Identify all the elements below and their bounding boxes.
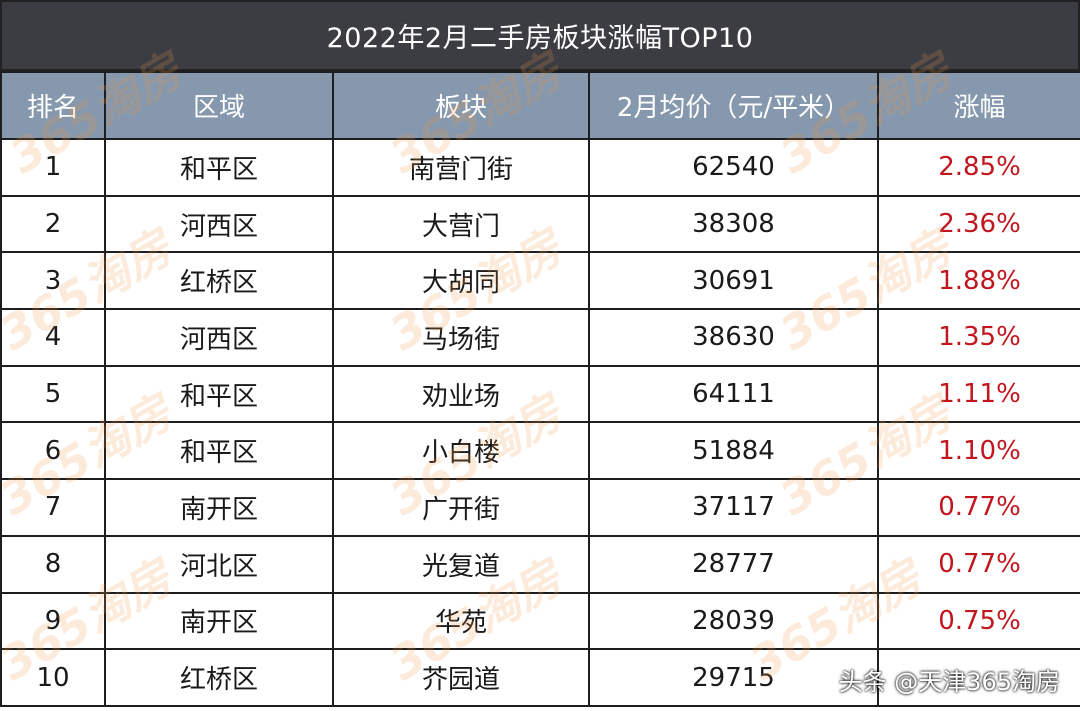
rank-cell: 2 [0, 194, 106, 254]
header-area: 板块 [332, 71, 590, 140]
district-cell: 红桥区 [104, 648, 334, 707]
change-cell: 0.77% [877, 534, 1080, 594]
rank-cell: 10 [0, 648, 106, 707]
price-cell: 29715 [588, 648, 879, 707]
rank-cell: 9 [0, 591, 106, 651]
header-row: 排名 区域 板块 2月均价（元/平米） 涨幅 [0, 71, 1080, 140]
price-cell: 38308 [588, 194, 879, 254]
price-cell: 28777 [588, 534, 879, 594]
area-cell: 小白楼 [332, 421, 590, 481]
price-cell: 64111 [588, 364, 879, 424]
area-cell: 广开街 [332, 478, 590, 537]
header-rank: 排名 [0, 71, 106, 140]
rank-cell: 3 [0, 251, 106, 311]
price-cell: 38630 [588, 308, 879, 367]
district-cell: 和平区 [104, 421, 334, 481]
change-cell: 2.85% [877, 138, 1080, 197]
source-credit: 头条 @天津365淘房 [838, 668, 1060, 696]
table-row: 7 南开区 广开街 37117 0.77% [0, 478, 1080, 537]
change-cell [877, 648, 1080, 707]
header-district: 区域 [104, 71, 334, 140]
table-row: 5 和平区 劝业场 64111 1.11% [0, 364, 1080, 424]
table-row: 1 和平区 南营门街 62540 2.85% [0, 138, 1080, 197]
rank-cell: 7 [0, 478, 106, 537]
header-change: 涨幅 [877, 71, 1080, 140]
rank-cell: 4 [0, 308, 106, 367]
district-cell: 和平区 [104, 138, 334, 197]
ranking-table: 排名 区域 板块 2月均价（元/平米） 涨幅 1 和平区 南营门街 62540 … [0, 71, 1080, 707]
area-cell: 南营门街 [332, 138, 590, 197]
price-cell: 30691 [588, 251, 879, 311]
change-cell: 0.77% [877, 478, 1080, 537]
price-cell: 51884 [588, 421, 879, 481]
area-cell: 马场街 [332, 308, 590, 367]
table-row: 2 河西区 大营门 38308 2.36% [0, 194, 1080, 254]
table-row: 6 和平区 小白楼 51884 1.10% [0, 421, 1080, 481]
change-cell: 1.35% [877, 308, 1080, 367]
change-cell: 0.75% [877, 591, 1080, 651]
district-cell: 南开区 [104, 478, 334, 537]
area-cell: 华苑 [332, 591, 590, 651]
district-cell: 河北区 [104, 534, 334, 594]
change-cell: 1.11% [877, 364, 1080, 424]
table-row: 9 南开区 华苑 28039 0.75% [0, 591, 1080, 651]
rank-cell: 8 [0, 534, 106, 594]
area-cell: 芥园道 [332, 648, 590, 707]
table-row: 4 河西区 马场街 38630 1.35% [0, 308, 1080, 367]
district-cell: 红桥区 [104, 251, 334, 311]
area-cell: 大胡同 [332, 251, 590, 311]
price-cell: 62540 [588, 138, 879, 197]
area-cell: 劝业场 [332, 364, 590, 424]
rank-cell: 6 [0, 421, 106, 481]
price-cell: 37117 [588, 478, 879, 537]
table-title: 2022年2月二手房板块涨幅TOP10 [0, 0, 1080, 71]
district-cell: 河西区 [104, 194, 334, 254]
area-cell: 光复道 [332, 534, 590, 594]
change-cell: 1.88% [877, 251, 1080, 311]
table-row: 10 红桥区 芥园道 29715 [0, 648, 1080, 707]
rank-cell: 1 [0, 138, 106, 197]
price-cell: 28039 [588, 591, 879, 651]
header-price: 2月均价（元/平米） [588, 71, 879, 140]
area-cell: 大营门 [332, 194, 590, 254]
change-cell: 1.10% [877, 421, 1080, 481]
district-cell: 南开区 [104, 591, 334, 651]
district-cell: 和平区 [104, 364, 334, 424]
district-cell: 河西区 [104, 308, 334, 367]
table-row: 8 河北区 光复道 28777 0.77% [0, 534, 1080, 594]
table-row: 3 红桥区 大胡同 30691 1.88% [0, 251, 1080, 311]
change-cell: 2.36% [877, 194, 1080, 254]
rank-cell: 5 [0, 364, 106, 424]
